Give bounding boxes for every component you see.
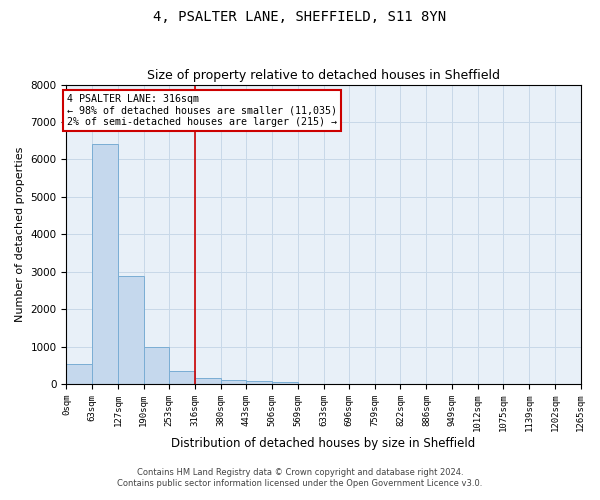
Bar — [169, 371, 195, 384]
Bar — [92, 144, 118, 384]
Bar — [247, 382, 272, 384]
Bar — [143, 346, 169, 384]
Bar — [221, 380, 247, 384]
X-axis label: Distribution of detached houses by size in Sheffield: Distribution of detached houses by size … — [172, 437, 476, 450]
Bar — [272, 382, 298, 384]
Y-axis label: Number of detached properties: Number of detached properties — [15, 146, 25, 322]
Bar — [118, 276, 143, 384]
Text: 4 PSALTER LANE: 316sqm
← 98% of detached houses are smaller (11,035)
2% of semi-: 4 PSALTER LANE: 316sqm ← 98% of detached… — [67, 94, 337, 127]
Title: Size of property relative to detached houses in Sheffield: Size of property relative to detached ho… — [147, 69, 500, 82]
Bar — [67, 364, 92, 384]
Text: 4, PSALTER LANE, SHEFFIELD, S11 8YN: 4, PSALTER LANE, SHEFFIELD, S11 8YN — [154, 10, 446, 24]
Text: Contains HM Land Registry data © Crown copyright and database right 2024.
Contai: Contains HM Land Registry data © Crown c… — [118, 468, 482, 487]
Bar — [195, 378, 221, 384]
